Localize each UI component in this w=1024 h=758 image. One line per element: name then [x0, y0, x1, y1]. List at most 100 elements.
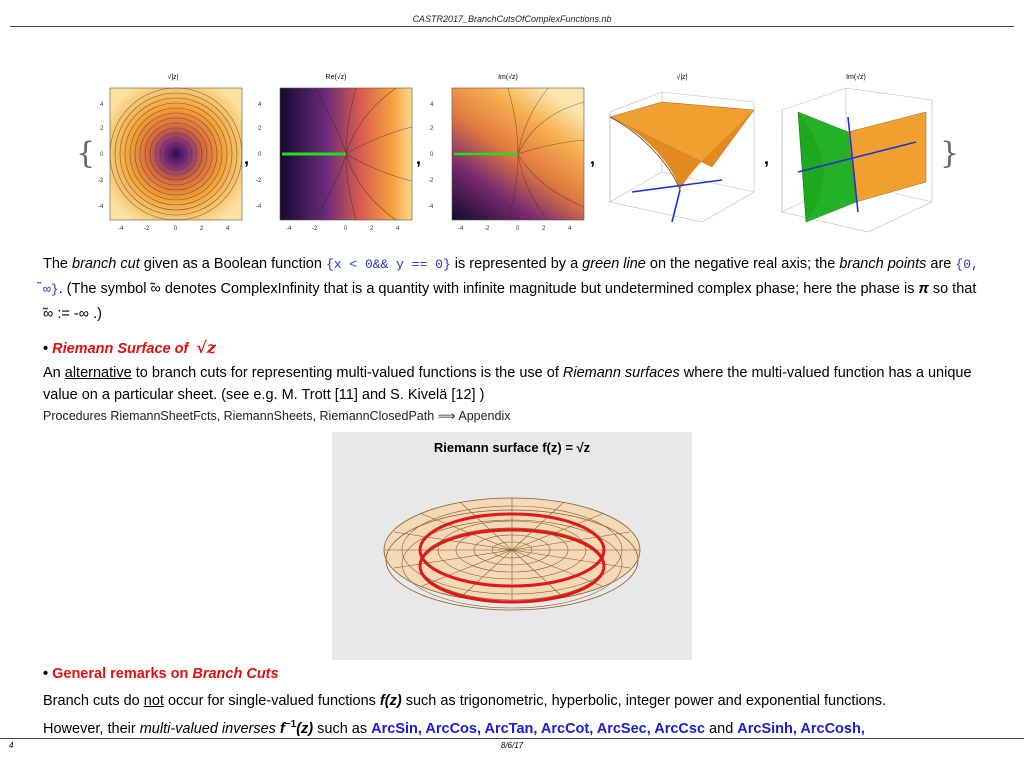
header-rule [10, 26, 1014, 27]
plot-abs-sqrt-contour: √|z| 4 2 0 -2 -4 -4 -2 0 [98, 72, 248, 248]
math-expression: f [275, 720, 285, 737]
svg-text:-2: -2 [98, 178, 104, 184]
bullet: • [43, 341, 49, 357]
riemann-paragraph: An alternative to branch cuts for repres… [43, 362, 993, 406]
open-brace: { [76, 136, 96, 171]
riemann-surface-heading: • Riemann Surface of √z [43, 338, 216, 357]
svg-text:4: 4 [396, 226, 400, 232]
footer-date: 8/6/17 [500, 741, 524, 750]
text: ̃∞ := -∞ .) [43, 306, 102, 322]
svg-text:0: 0 [174, 226, 178, 232]
general-remarks-paragraph: Branch cuts do not occur for single-valu… [43, 690, 993, 741]
text: to branch cuts for representing multi-va… [131, 365, 563, 381]
plot-title: Re(√z) [325, 74, 347, 81]
svg-text:0: 0 [100, 152, 104, 158]
separator-comma: , [590, 148, 596, 168]
general-remarks-heading: • General remarks on Branch Cuts [43, 666, 279, 682]
text: on the negative real axis; the [645, 256, 840, 272]
function-list: ArcSin, ArcCos, ArcTan, ArcCot, ArcSec, … [371, 720, 706, 737]
text: where the multi-valued function has a un… [43, 365, 972, 403]
procedures-note: Procedures RiemannSheetFcts, RiemannShee… [43, 409, 511, 423]
sqrt-expression: √z [196, 338, 216, 357]
svg-text:-4: -4 [286, 226, 292, 232]
plot-row: { √|z| 4 2 0 -2 -4 [76, 72, 960, 248]
text: are [926, 256, 956, 272]
text-underline: alternative [64, 365, 132, 381]
heading-text-italic: Branch Cuts [192, 666, 279, 682]
text: and [705, 720, 738, 737]
svg-text:2: 2 [258, 126, 262, 132]
svg-text:-2: -2 [484, 226, 490, 232]
bullet: • [43, 666, 49, 682]
plot-title: √|z| [676, 74, 688, 81]
svg-text:0: 0 [516, 226, 520, 232]
text: However, their [43, 720, 140, 737]
svg-text:2: 2 [100, 126, 104, 132]
text: . (The symbol [58, 281, 151, 297]
plot-abs-sqrt-3d-svg [609, 91, 755, 223]
code-expression: {0, ̃∞} [43, 257, 979, 297]
svg-text:4: 4 [226, 226, 230, 232]
riemann-surface-figure: Riemann surface f(z) = √z [332, 432, 692, 660]
separator-comma: , [416, 148, 422, 168]
svg-text:-2: -2 [312, 226, 318, 232]
text: such as [313, 720, 372, 737]
superscript: −1 [284, 719, 297, 730]
svg-text:4: 4 [258, 102, 262, 108]
svg-text:-4: -4 [98, 204, 104, 210]
plot-im-sqrt-contour: Im(√z) 4 2 0 -2 -4 -4 -2 0 [428, 72, 588, 248]
svg-text:4: 4 [430, 102, 434, 108]
svg-text:0: 0 [430, 152, 434, 158]
text-italic: multi-valued inverses [139, 720, 276, 737]
plot-abs-sqrt-svg: 4 2 0 -2 -4 -4 -2 0 2 4 [98, 87, 243, 232]
text: given as a Boolean function [139, 256, 326, 272]
svg-text:-4: -4 [118, 226, 124, 232]
svg-text:-2: -2 [144, 226, 150, 232]
symbol: ̃∞ [150, 281, 161, 297]
riemann-surface-svg [383, 497, 641, 611]
svg-text:2: 2 [542, 226, 546, 232]
svg-text:4: 4 [568, 226, 572, 232]
page-number: 4 [9, 741, 14, 750]
heading-text: General remarks on [52, 666, 193, 682]
footer-rule [0, 738, 1024, 739]
svg-text:4: 4 [100, 102, 104, 108]
svg-text:-4: -4 [256, 204, 262, 210]
close-brace: } [940, 136, 960, 171]
plot-title: Im(√z) [846, 74, 866, 81]
plot-im-sqrt-3d-svg [781, 87, 933, 233]
svg-text:2: 2 [370, 226, 374, 232]
text: so that [928, 281, 977, 297]
plot-re-sqrt-svg: 4 2 0 -2 -4 -4 -2 0 2 4 [256, 87, 413, 232]
svg-text:0: 0 [258, 152, 262, 158]
plot-abs-sqrt-3d: √|z| [602, 72, 762, 248]
svg-text:2: 2 [430, 126, 434, 132]
separator-comma: , [764, 148, 770, 168]
text: such as trigonometric, hyperbolic, integ… [401, 693, 887, 709]
text-underline: not [143, 693, 164, 709]
svg-text:-4: -4 [428, 204, 434, 210]
code-expression: {x < 0&& y == 0} [325, 257, 451, 272]
plot-im-sqrt-3d: Im(√z) [776, 72, 936, 248]
text: is represented by a [450, 256, 583, 272]
plot-re-sqrt-contour: Re(√z) 4 2 0 -2 -4 -4 -2 0 [256, 72, 416, 248]
svg-text:-2: -2 [256, 178, 262, 184]
text-italic: branch cut [72, 256, 140, 272]
figure-title: Riemann surface f(z) = √z [433, 440, 591, 455]
plot-im-sqrt-svg: 4 2 0 -2 -4 -4 -2 0 2 4 [428, 87, 585, 232]
separator-comma: , [244, 148, 250, 168]
text: occur for single-valued functions [163, 693, 380, 709]
math-expression: (z) [296, 720, 314, 737]
page-header-filename: CASTR2017_BranchCutsOfComplexFunctions.n… [412, 14, 612, 24]
text-italic: branch points [839, 256, 927, 272]
heading-text: Riemann Surface of [52, 341, 189, 357]
intro-paragraph: The branch cut given as a Boolean functi… [43, 252, 983, 327]
text-italic: Riemann surfaces [562, 365, 680, 381]
pi-symbol: π [918, 281, 929, 297]
text: Branch cuts do [43, 693, 144, 709]
text: An [43, 365, 65, 381]
plot-title: √|z| [167, 74, 179, 81]
text-italic: green line [582, 256, 646, 272]
svg-text:2: 2 [200, 226, 204, 232]
math-expression: f(z) [379, 693, 402, 709]
